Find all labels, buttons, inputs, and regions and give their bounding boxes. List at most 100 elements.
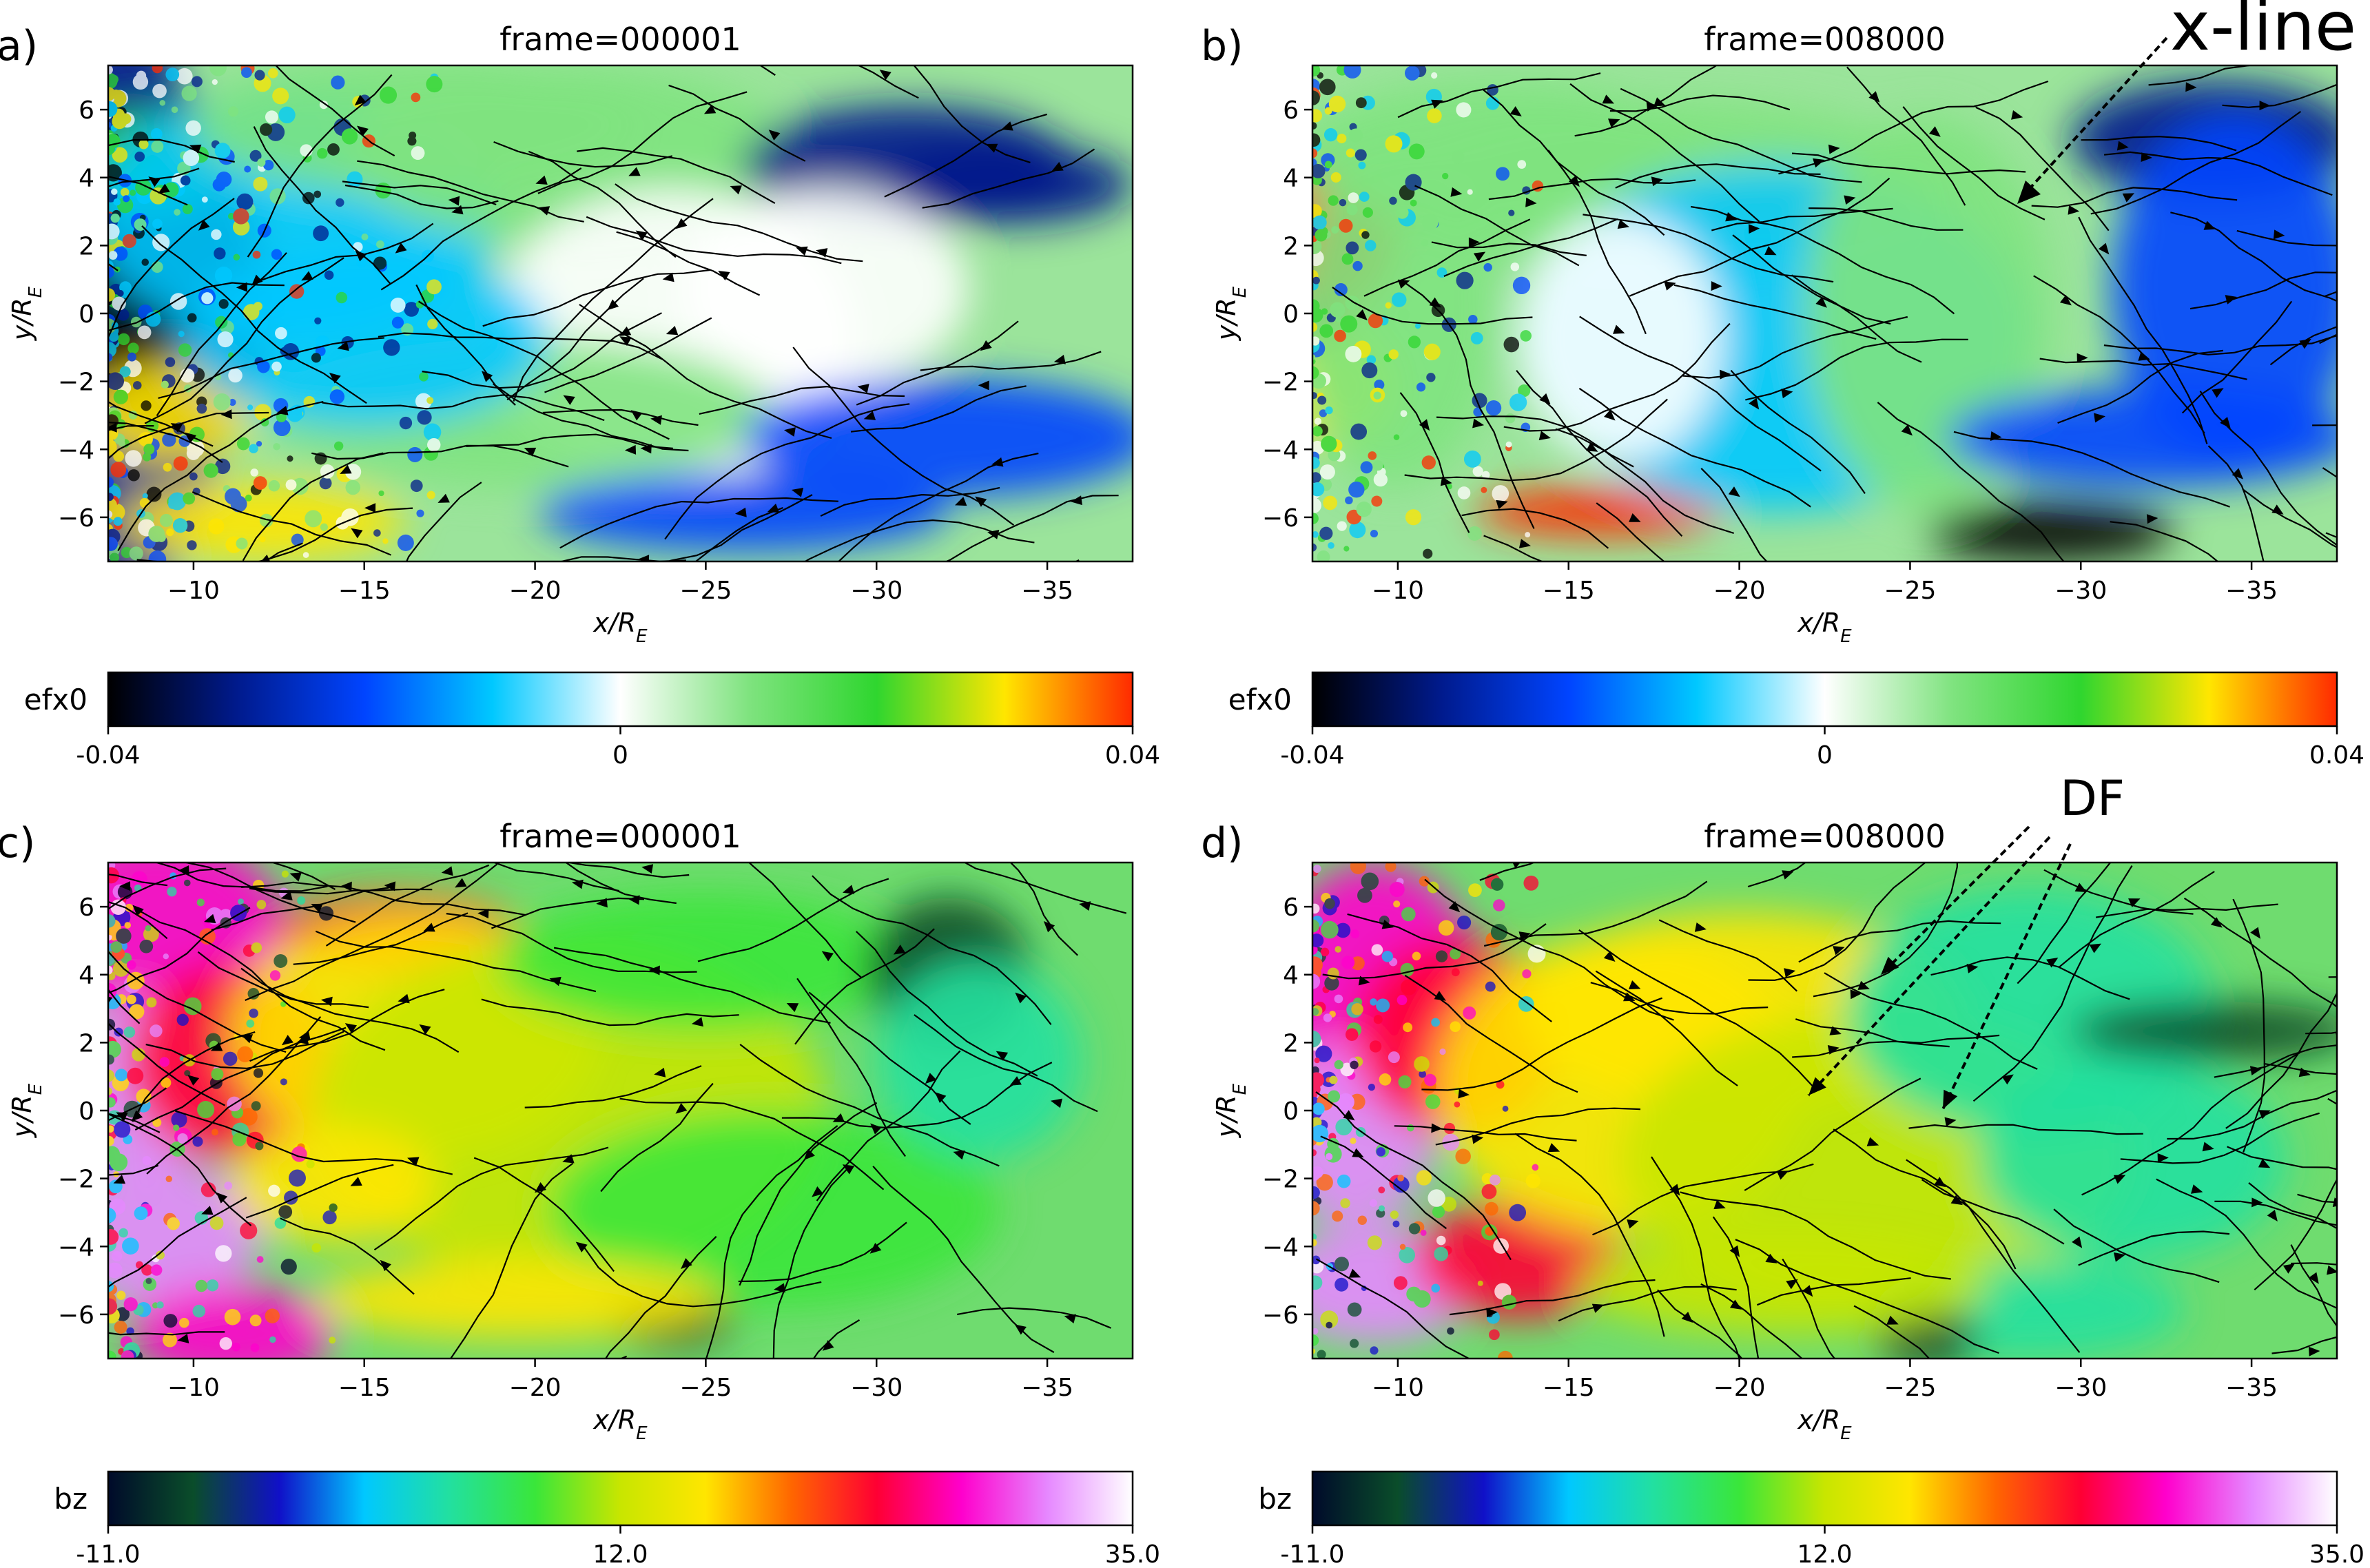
colorbar-label: bz [54,1482,87,1516]
x-axis-label: x/RE [592,1405,648,1444]
y-tick-label: −6 [1262,504,1299,533]
annotation-df: DF [2060,770,2125,827]
colorbar-tick-label: -11.0 [76,1540,140,1565]
x-tick-label: −35 [2225,577,2278,605]
y-tick-label: −2 [1262,1166,1299,1194]
x-tick-label: −20 [509,1374,561,1402]
streamlines [1332,65,2337,561]
y-tick-label: 0 [79,300,94,329]
colorbar-label: bz [1258,1482,1292,1516]
heatmap-field [108,65,1133,561]
y-tick-label: −4 [1262,1233,1299,1261]
y-tick-label: −6 [58,1301,94,1330]
colorbar [1311,671,2338,728]
y-tick-label: 6 [79,894,94,922]
x-tick-label: −15 [338,577,391,605]
colorbar-label: efx0 [24,683,87,716]
colorbar-tick-label: -0.04 [76,741,140,770]
y-tick-label: 0 [1283,1097,1299,1126]
colorbar-tick-label: -11.0 [1280,1540,1344,1565]
heatmap-field [1312,863,2337,1359]
y-tick-label: −2 [1262,369,1299,397]
y-axis-label: y/RE [1211,286,1250,341]
x-tick-label: −30 [850,1374,903,1402]
x-axis-label: x/RE [592,608,648,647]
y-tick-label: 6 [1283,894,1299,922]
x-tick-label: −10 [167,1374,220,1402]
y-tick-label: 2 [1283,232,1299,260]
y-tick-label: −2 [58,369,94,397]
colorbar-label: efx0 [1228,683,1292,716]
y-tick-label: −2 [58,1166,94,1194]
colorbar-tick-label: -0.04 [1280,741,1344,770]
y-tick-label: 4 [1283,165,1299,193]
x-tick-label: −15 [338,1374,391,1402]
y-tick-label: −4 [1262,436,1299,464]
panel-label: d) [1201,819,1244,867]
panel-label: c) [0,819,35,867]
x-tick-label: −25 [1884,1374,1936,1402]
annotation-arrow [1807,836,2051,1097]
colorbar-tick-label: 0.04 [2309,741,2364,770]
y-tick-label: −6 [58,504,94,533]
colorbar [107,1470,1134,1527]
y-tick-label: −6 [1262,1301,1299,1330]
x-tick-label: −35 [1021,1374,1073,1402]
panel-c: −10 −15 −20 −25 −30 −35 6 4 2 0 −2 −4 −6 frame=000001… [0,818,1160,1568]
annotation-arrow [2026,37,2168,193]
colorbar-tick-label: 35.0 [2309,1540,2364,1565]
heatmap-field [108,863,1133,1359]
x-tick-label: −20 [509,577,561,605]
x-tick-label: −10 [167,577,220,605]
y-tick-label: 2 [1283,1029,1299,1058]
x-tick-label: −10 [1372,1374,1424,1402]
colorbar-tick-label: 0 [1817,741,1833,770]
colorbar-tick-label: 0.04 [1105,741,1160,770]
annotation-arrowhead [1809,1077,1826,1095]
colorbar-tick-label: 35.0 [1105,1540,1160,1565]
colorbar-tick-label: 12.0 [592,1540,648,1565]
annotation-x-line: x-line [2170,0,2356,66]
annotation-arrowhead [1881,956,1899,975]
y-tick-label: 4 [1283,962,1299,990]
x-tick-label: −25 [679,1374,732,1402]
y-tick-label: 6 [79,96,94,125]
x-tick-label: −25 [1884,577,1936,605]
heatmap-field [1312,65,2337,561]
annotation-arrow [1879,825,2030,976]
panel-d: −10 −15 −20 −25 −30 −35 6 4 2 0 −2 −4 −6 frame=008000… [1201,770,2364,1568]
x-tick-label: −35 [1021,577,1073,605]
x-tick-label: −25 [679,577,732,605]
x-tick-label: −20 [1713,577,1766,605]
x-tick-label: −15 [1543,577,1595,605]
x-tick-label: −35 [2225,1374,2278,1402]
panel-label: a) [0,22,38,70]
x-axis-label: x/RE [1797,608,1852,647]
y-axis-label: y/RE [7,286,46,341]
annotation-arrowhead [1943,1089,1958,1109]
annotation-arrow [1941,843,2072,1110]
x-tick-label: −30 [2054,577,2107,605]
y-tick-label: 6 [1283,96,1299,125]
x-tick-label: −10 [1372,577,1424,605]
x-tick-label: −15 [1543,1374,1595,1402]
y-tick-label: 4 [79,165,94,193]
panel-b: −10 −15 −20 −25 −30 −35 6 4 2 0 −2 −4 −6 frame=008000… [1201,0,2364,770]
y-tick-label: 2 [79,1029,94,1058]
panel-title: frame=000001 [499,21,741,58]
y-tick-label: 0 [1283,300,1299,329]
y-tick-label: 0 [79,1097,94,1126]
x-tick-label: −30 [850,577,903,605]
colorbar [1311,1470,2338,1527]
colorbar-tick-label: 0 [612,741,628,770]
panel-title: frame=008000 [1704,21,1946,58]
y-tick-label: −4 [58,1233,94,1261]
panel-a: −10 −15 −20 −25 −30 −35 6 4 2 0 −2 −4 −6 frame=000001… [0,21,1160,770]
panel-label: b) [1201,22,1244,70]
y-axis-label: y/RE [7,1083,46,1138]
y-tick-label: −4 [58,436,94,464]
panel-title: frame=000001 [499,818,741,855]
colorbar-tick-label: 12.0 [1797,1540,1852,1565]
